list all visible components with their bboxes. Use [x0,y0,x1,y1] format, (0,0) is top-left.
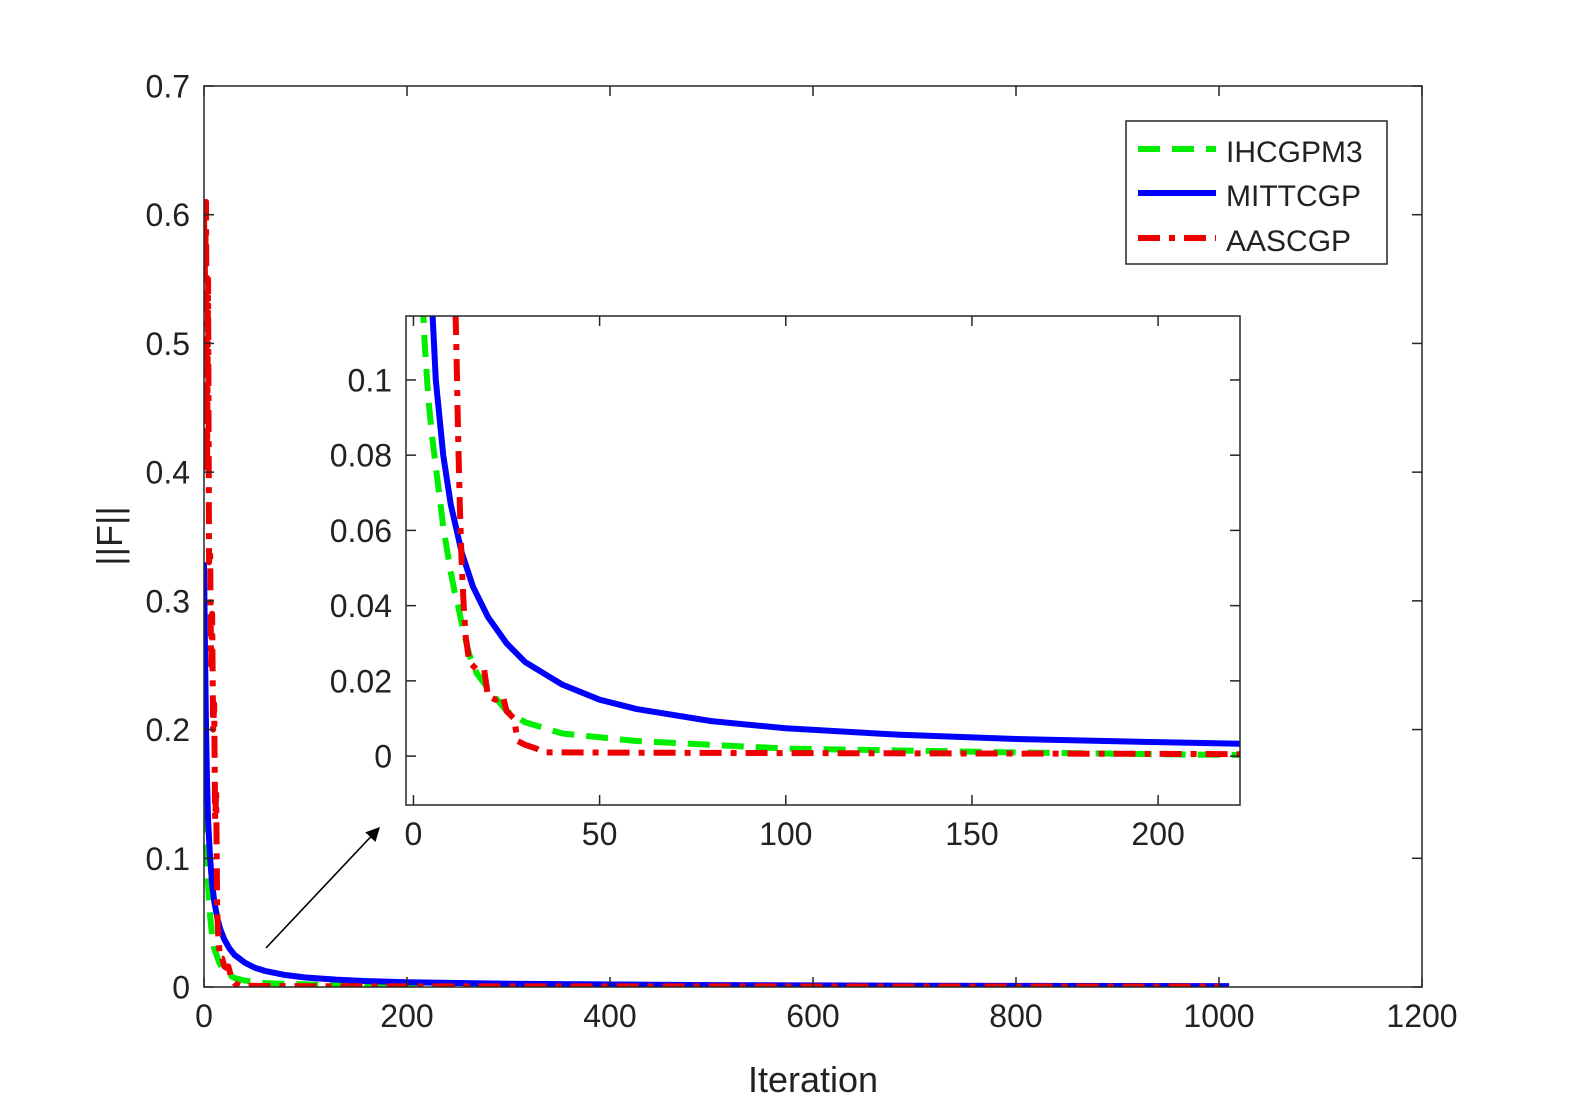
inset-x-tick-label: 100 [759,816,812,852]
main-y-tick-label: 0 [172,970,190,1006]
inset-ticks-group: 0 50 100 150 200 0 0.02 0.04 0.06 0.08 0.1 [330,316,1240,852]
zoom-arrow [265,826,380,949]
inset-y-tick-label: 0 [374,739,392,775]
inset-y-tick-label: 0.1 [348,362,392,398]
inset-x-tick-label: 0 [405,816,423,852]
inset-series-group [420,316,1240,758]
inset-y-tick-label: 0.02 [330,663,392,699]
main-y-axis-label: ||F|| [89,506,130,565]
inset-plot: 0 50 100 150 200 0 0.02 0.04 0.06 0.08 0.1 [330,315,1241,852]
main-series-aascgp [204,198,1219,987]
main-y-tick-label: 0.1 [146,841,190,877]
legend-label-aascgp: AASCGP [1226,225,1351,258]
main-x-tick-label: 0 [195,998,213,1034]
inset-y-tick-label: 0.08 [330,438,392,474]
inset-axes-box [405,315,1241,806]
legend-label-mittcgp: MITTCGP [1226,180,1361,213]
main-y-tick-label: 0.6 [146,197,190,233]
main-x-tick-label: 600 [786,998,839,1034]
main-ticks-group: 0 200 400 600 800 1000 120000.10.20.30.40.50.6… [146,69,1458,1034]
inset-series-mittcgp [429,316,1240,747]
main-y-tick-label: 0.2 [146,712,190,748]
inset-plot-background [406,316,1240,805]
inset-x-tick-label: 150 [945,816,998,852]
main-x-tick-label: 200 [380,998,433,1034]
inset-x-tick-label: 50 [582,816,618,852]
main-x-tick-label: 1200 [1386,998,1457,1034]
inset-series-ihcgpm3 [420,316,1240,758]
main-x-tick-label: 800 [989,998,1042,1034]
inset-x-tick-label: 200 [1131,816,1184,852]
inset-series-aascgp [452,316,1240,758]
main-x-tick-label: 1000 [1183,998,1254,1034]
main-y-tick-label: 0.7 [146,69,190,105]
main-y-tick-label: 0.5 [146,326,190,362]
main-y-tick-label: 0.3 [146,583,190,619]
inset-y-tick-label: 0.06 [330,513,392,549]
main-x-tick-label: 400 [583,998,636,1034]
legend-label-ihcgpm3: IHCGPM3 [1226,136,1363,169]
main-x-axis-label: Iteration [748,1059,878,1100]
inset-y-tick-label: 0.04 [330,588,392,624]
legend: IHCGPM3 MITTCGP AASCGP [1125,120,1388,265]
main-y-tick-label: 0.4 [146,455,190,491]
